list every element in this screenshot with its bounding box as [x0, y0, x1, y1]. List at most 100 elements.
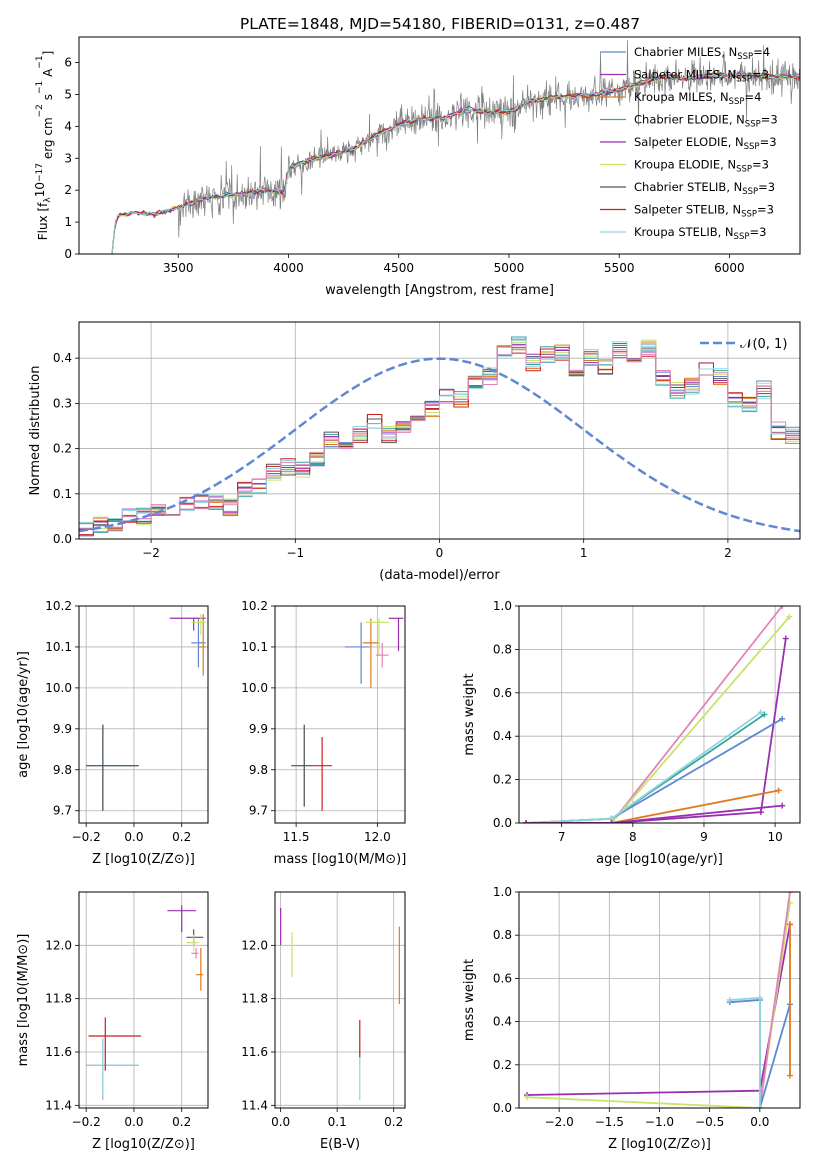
- massweight_vs_age-panel: 7 8 9 10 0.0 0.2 0.4 0.6 0.8 1.0 age [log10(age/yr…: [462, 599, 801, 867]
- y-tick-label: 0.0: [493, 816, 512, 830]
- data-point: [169, 617, 206, 631]
- age_vs_Z-panel: −0.2 0.0 0.2 9.7 9.8 9.9 10.0 10.1 10.2 Z [log10(…: [16, 599, 209, 867]
- x-tick-label: −1.0: [645, 1115, 674, 1129]
- age_vs_mass-panel: 11.5 12.0 9.7 9.8 9.9 10.0 10.1 10.2 mass [log10…: [241, 599, 406, 867]
- age_vs_Z-plot-area: [79, 606, 208, 823]
- y-tick-label: 6: [64, 56, 72, 70]
- data-point: [291, 724, 313, 807]
- y-tick-label: 0.3: [53, 396, 72, 410]
- y-tick-label: 0.4: [53, 351, 72, 365]
- series-line: [526, 902, 791, 1108]
- series-marker: [761, 711, 768, 718]
- histogram-step-line: [79, 345, 800, 539]
- x-axis-label: age [log10(age/yr)]: [596, 852, 723, 867]
- series-line: [526, 789, 779, 823]
- x-tick-label: 0.2: [384, 1115, 403, 1129]
- axes-frame: [78, 605, 209, 824]
- x-tick-label: 6000: [714, 261, 745, 275]
- y-tick-label: 0.6: [493, 686, 512, 700]
- series-marker: [523, 820, 530, 823]
- series-marker: [779, 606, 786, 609]
- y-tick-label: 10.0: [241, 681, 268, 695]
- x-tick-label: 1: [580, 546, 588, 560]
- y-tick-label: 10.2: [241, 599, 268, 613]
- series-marker: [786, 892, 793, 895]
- model-fit-line: [111, 71, 800, 254]
- y-tick-label: 12.0: [241, 938, 268, 952]
- y-tick-label: 11.4: [45, 1098, 72, 1112]
- data-point: [86, 1038, 139, 1100]
- axes-frame: [518, 605, 801, 824]
- data-point: [191, 614, 206, 635]
- y-axis-label: mass weight: [462, 673, 477, 755]
- y-tick-label: 9.7: [53, 804, 72, 818]
- legend-entry: Chabrier STELIB, NSSP=3: [634, 180, 775, 197]
- x-axis-label: wavelength [Angstrom, rest frame]: [325, 283, 554, 298]
- x-axis-label: Z [log10(Z/Z⊙)]: [92, 1137, 195, 1152]
- data-point: [344, 622, 370, 684]
- series-marker: [786, 921, 793, 928]
- mass_vs_Z-panel: −0.2 0.0 0.2 11.4 11.6 11.8 12.0 Z [log10(Z/Z⊙)…: [16, 891, 209, 1152]
- x-tick-label: 4500: [383, 261, 414, 275]
- x-axis-label: E(B-V): [320, 1137, 360, 1152]
- axes-frame: [274, 891, 406, 1109]
- x-tick-label: 8: [629, 830, 637, 844]
- y-tick-label: 4: [64, 119, 72, 133]
- residuals-plot-area: [79, 322, 800, 539]
- y-tick-label: 0.2: [53, 442, 72, 456]
- series-line: [526, 606, 783, 823]
- y-tick-label: 10.1: [45, 640, 72, 654]
- x-tick-label: 9: [700, 830, 708, 844]
- x-tick-label: 0.2: [172, 830, 191, 844]
- series-line: [526, 718, 783, 823]
- data-point: [362, 618, 379, 688]
- x-tick-label: −0.5: [695, 1115, 724, 1129]
- y-axis-label: age [log10(age/yr)]: [16, 651, 31, 778]
- x-tick-label: 5500: [604, 261, 635, 275]
- x-tick-label: 3500: [163, 261, 194, 275]
- y-axis-label: mass weight: [462, 959, 477, 1041]
- massweight_vs_Z-plot-area: [519, 892, 800, 1108]
- data-point: [191, 948, 199, 959]
- axes-frame: [78, 321, 801, 540]
- x-tick-label: 0.0: [124, 830, 143, 844]
- y-tick-label: 9.7: [249, 804, 268, 818]
- series-marker: [775, 787, 782, 794]
- series-marker: [756, 994, 763, 1001]
- data-point: [312, 737, 332, 811]
- series-marker: [608, 820, 615, 823]
- figure-title: PLATE=1848, MJD=54180, FIBERID=0131, z=0…: [240, 15, 640, 33]
- y-tick-label: 0.2: [493, 773, 512, 787]
- legend-entry: 𝒩(0, 1): [740, 337, 787, 352]
- y-tick-label: 1.0: [493, 885, 512, 899]
- series-line: [526, 924, 791, 1096]
- data-point: [86, 724, 139, 811]
- y-tick-label: 0.1: [53, 487, 72, 501]
- x-axis-label: mass [log10(M/M⊙)]: [274, 852, 407, 867]
- y-tick-label: 9.8: [249, 763, 268, 777]
- legend-entry: Kroupa MILES, NSSP=4: [634, 90, 761, 107]
- y-tick-label: 1: [64, 215, 72, 229]
- y-tick-label: 0.0: [493, 1101, 512, 1115]
- spectrum-panel: 3500 4000 4500 5000 5500 6000 0 1 2 3 4 5 6 wavelengt…: [33, 36, 801, 298]
- legend-entry: Chabrier ELODIE, NSSP=3: [634, 113, 778, 130]
- data-point: [167, 905, 197, 932]
- mass_vs_ebv-panel: 0.0 0.1 0.2 11.4 11.6 11.8 12.0 E(B-V): [241, 891, 406, 1152]
- data-point: [375, 642, 389, 668]
- x-tick-label: 0.1: [328, 1115, 347, 1129]
- series-marker: [786, 1072, 793, 1079]
- x-tick-label: 2: [724, 546, 732, 560]
- y-axis-label: Normed distribution: [28, 366, 43, 496]
- legend-entry: Kroupa ELODIE, NSSP=3: [634, 158, 769, 175]
- y-tick-label: 0.8: [493, 642, 512, 656]
- axes-frame: [518, 891, 801, 1109]
- y-axis-label: Flux [fλ10−17 erg cm−2 s−1 A−1]: [33, 51, 55, 241]
- data-point: [196, 948, 204, 991]
- x-tick-label: 10: [767, 830, 782, 844]
- y-tick-label: 0.0: [53, 532, 72, 546]
- x-tick-label: −1.5: [595, 1115, 624, 1129]
- x-tick-label: 0.0: [750, 1115, 769, 1129]
- x-tick-label: 4000: [273, 261, 304, 275]
- x-tick-label: −1: [286, 546, 304, 560]
- x-tick-label: 7: [558, 830, 566, 844]
